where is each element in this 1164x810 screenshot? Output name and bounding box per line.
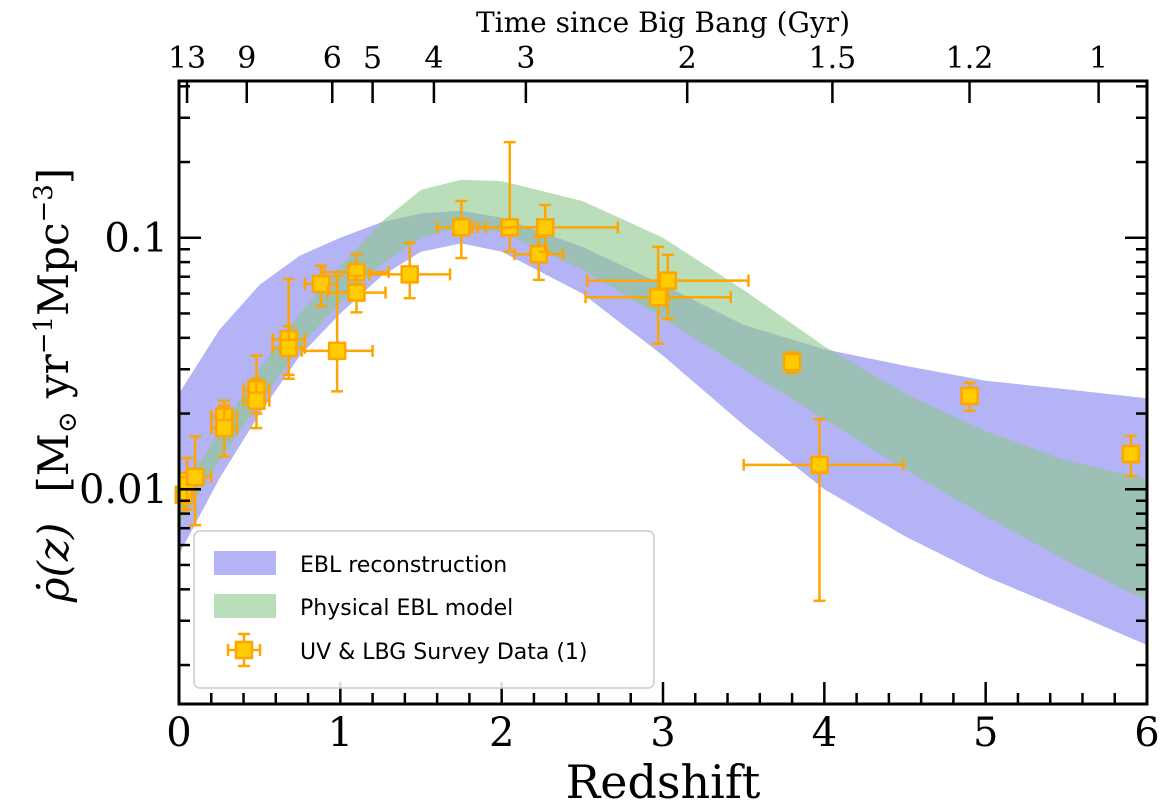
square-marker xyxy=(782,352,802,372)
top-tick-label: 5 xyxy=(363,41,382,76)
legend-label-uv-lbg-survey: UV & LBG Survey Data (1) xyxy=(300,640,588,665)
data-point xyxy=(303,264,339,308)
top-tick-label: 3 xyxy=(516,41,535,76)
data-point xyxy=(584,245,733,345)
top-tick-label: 1.5 xyxy=(809,41,857,76)
x-axis-label: Redshift xyxy=(566,755,761,809)
square-marker xyxy=(810,455,829,475)
y-label-open: [M xyxy=(29,433,78,492)
band-physical-ebl-model xyxy=(179,179,1147,601)
top-tick-label: 4 xyxy=(424,41,443,76)
square-marker xyxy=(658,271,678,290)
x-tick-label: 1 xyxy=(328,710,353,756)
data-point xyxy=(742,417,905,603)
square-marker xyxy=(279,338,298,358)
x-tick-label: 5 xyxy=(973,710,998,756)
top-tick-label: 13 xyxy=(168,41,206,76)
square-marker xyxy=(347,283,366,302)
top-axis-label: Time since Big Bang (Gyr) xyxy=(476,6,850,39)
top-tick-label: 9 xyxy=(237,41,256,76)
square-marker xyxy=(185,467,205,487)
square-marker xyxy=(452,218,471,237)
data-point xyxy=(1121,434,1141,478)
y-label-exp1: −1 xyxy=(29,316,59,354)
data-point xyxy=(242,377,271,430)
data-point xyxy=(210,404,239,458)
legend: EBL reconstruction Physical EBL model UV… xyxy=(193,530,655,689)
square-marker xyxy=(214,418,234,438)
square-marker xyxy=(247,391,266,410)
square-marker xyxy=(529,244,549,264)
data-point xyxy=(326,274,387,314)
data-points-layer xyxy=(174,140,1141,603)
data-point xyxy=(471,203,620,253)
y-tick-label: 0.1 xyxy=(104,216,168,262)
y-label-yr: yr xyxy=(29,353,78,411)
square-marker xyxy=(535,218,555,237)
data-point xyxy=(585,253,750,321)
top-tick-label: 6 xyxy=(323,41,342,76)
top-tick-label: 1.2 xyxy=(946,41,994,76)
y-label-sun: ⊙ xyxy=(53,411,83,433)
data-point xyxy=(960,381,979,413)
ticks-layer: 0 1 2 3 4 5 613 9 6 5 4 3 2 1.5 1.2 10.010.1 xyxy=(79,41,1160,756)
y-tick-label: 0.01 xyxy=(79,467,168,513)
data-point xyxy=(368,241,452,300)
x-tick-label: 0 xyxy=(166,710,191,756)
y-label-rho: ρ̇(z) xyxy=(29,523,78,604)
x-tick-label: 2 xyxy=(489,710,514,756)
x-tick-label: 6 xyxy=(1134,710,1159,756)
data-point xyxy=(782,351,802,375)
square-marker xyxy=(400,265,419,284)
top-tick-label: 1 xyxy=(1089,41,1108,76)
data-point xyxy=(271,324,307,377)
x-tick-label: 3 xyxy=(650,710,675,756)
legend-swatch-ebl-reconstruction xyxy=(214,551,276,575)
square-marker xyxy=(960,386,979,406)
x-tick-label: 4 xyxy=(812,710,837,756)
square-marker xyxy=(311,274,331,294)
legend-swatch-physical-ebl-model xyxy=(214,594,276,618)
square-marker xyxy=(648,287,668,307)
y-axis-label: ρ̇(z) [M⊙ yr−1Mpc−3] xyxy=(29,168,83,603)
y-label-exp3: −3 xyxy=(29,184,59,222)
legend-label-ebl-reconstruction: EBL reconstruction xyxy=(300,553,507,578)
square-marker xyxy=(327,341,347,361)
y-label-close: ] xyxy=(29,168,78,184)
legend-label-physical-ebl-model: Physical EBL model xyxy=(300,596,513,621)
legend-square-marker xyxy=(234,640,254,660)
square-marker xyxy=(1121,444,1141,464)
legend-box xyxy=(193,530,655,689)
top-tick-label: 2 xyxy=(678,41,697,76)
data-point xyxy=(513,235,565,282)
y-label-mpc: Mpc xyxy=(29,223,78,316)
legend-marker-uv-lbg-survey xyxy=(226,632,262,668)
data-point xyxy=(300,274,374,393)
